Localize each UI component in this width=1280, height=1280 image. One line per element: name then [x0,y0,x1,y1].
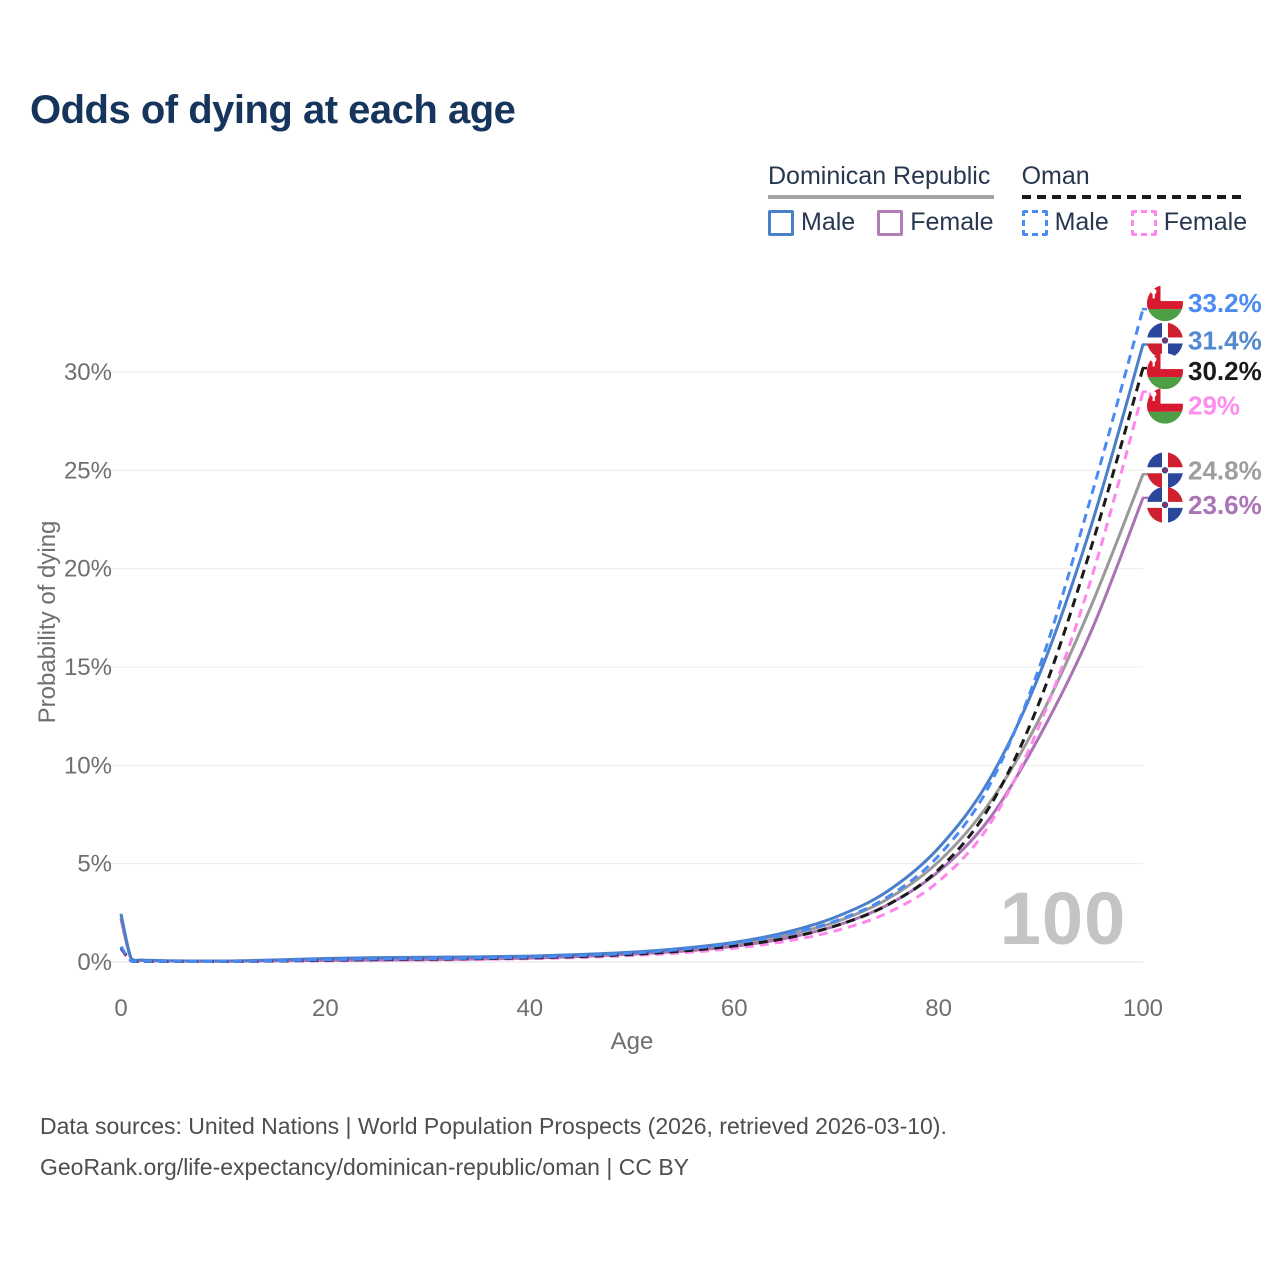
y-tick-label: 10% [64,752,112,779]
series-line-om-male [119,308,1145,963]
dominican-republic-flag-icon [1147,486,1183,523]
oman-male-swatch-icon [1021,209,1048,236]
x-tick-label: 60 [721,995,748,1022]
oman-flag-icon [1147,285,1183,322]
oman-female-swatch-icon [1130,209,1157,236]
oman-flag-icon [1147,387,1183,424]
end-value-label: 24.8% [1188,455,1262,485]
end-value-label: 30.2% [1188,356,1262,386]
footer: Data sources: United Nations | World Pop… [40,1106,1220,1188]
page-title: Odds of dying at each age [30,88,516,132]
x-tick-label: 80 [925,995,952,1022]
legend-item-dr-female[interactable]: Female [877,208,994,237]
end-value-label: 33.2% [1188,288,1262,318]
legend-label: Male [1054,208,1109,236]
series-line-om-female [119,391,1145,964]
hover-age-watermark: 100 [999,877,1127,960]
y-tick-label: 20% [64,556,112,583]
y-tick-label: 5% [77,851,112,878]
end-value-label: 23.6% [1188,490,1262,520]
y-tick-label: 15% [64,654,112,681]
dr-female-swatch-icon [877,209,904,236]
plot-area[interactable] [121,372,1143,962]
legend: Dominican Republic Male Female Oman Male… [768,162,1248,237]
legend-underline-dashed [1021,195,1248,199]
footer-line-2: GeoRank.org/life-expectancy/dominican-re… [40,1154,689,1180]
legend-label: Female [1163,208,1248,236]
legend-label: Female [910,208,994,236]
legend-header-dominican-republic: Dominican Republic [768,162,991,190]
legend-item-dr-male[interactable]: Male [768,208,855,237]
end-value-label: 29% [1188,391,1240,421]
dr-male-swatch-icon [768,209,794,236]
legend-item-oman-male[interactable]: Male [1021,208,1109,237]
y-tick-label: 25% [64,457,112,484]
dominican-republic-flag-icon [1147,452,1183,489]
end-value-label: 31.4% [1188,325,1262,355]
legend-group-oman: Oman Male Female [1021,162,1248,237]
x-tick-label: 0 [114,995,127,1022]
legend-group-dominican-republic: Dominican Republic Male Female [768,162,994,237]
oman-flag-icon [1147,353,1183,390]
y-tick-label: 30% [64,359,112,386]
legend-item-oman-female[interactable]: Female [1130,208,1248,237]
x-axis-label: Age [610,1028,654,1055]
y-tick-label: 0% [77,949,112,976]
legend-underline-solid [768,195,994,199]
label-connector [1142,390,1157,407]
x-tick-label: 100 [1123,995,1163,1022]
x-tick-label: 20 [312,995,339,1022]
footer-line-1: Data sources: United Nations | World Pop… [40,1113,947,1139]
y-axis-label: Probability of dying [34,520,61,724]
legend-header-oman: Oman [1021,162,1090,190]
x-tick-label: 40 [516,995,543,1022]
legend-label: Male [801,208,856,236]
